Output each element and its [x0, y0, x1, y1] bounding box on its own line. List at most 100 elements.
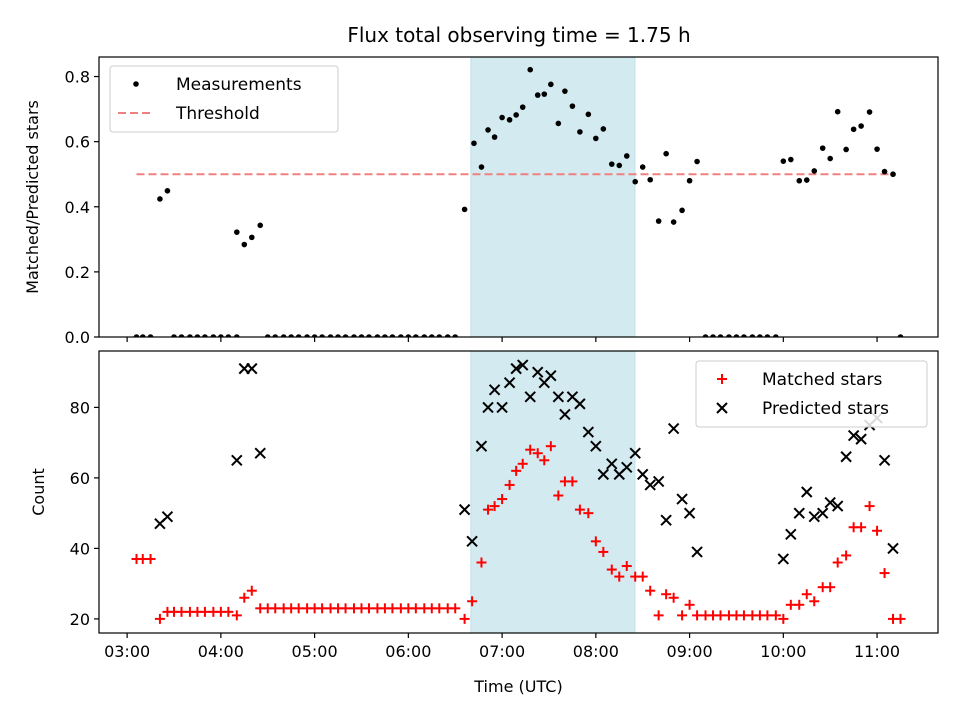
- highlight-band: [470, 350, 636, 634]
- x-tick-label: 10:00: [760, 642, 806, 661]
- legend: Measurements Threshold: [109, 65, 339, 133]
- data-point: [478, 164, 485, 170]
- predicted-point: [488, 384, 501, 396]
- data-point: [452, 334, 459, 337]
- data-point: [534, 92, 541, 98]
- data-point: [295, 334, 302, 337]
- data-point: [506, 117, 513, 123]
- x-tick-label: 11:00: [854, 642, 900, 661]
- predicted-point: [246, 362, 258, 375]
- data-point: [741, 334, 747, 337]
- data-point: [632, 178, 639, 185]
- data-point: [710, 334, 716, 337]
- matched-point: [231, 610, 242, 621]
- matched-point: [489, 501, 500, 512]
- predicted-point: [816, 507, 829, 519]
- data-point: [389, 334, 396, 337]
- predicted-point: [667, 422, 680, 435]
- matched-point: [434, 603, 445, 614]
- matched-point: [532, 448, 543, 459]
- data-point: [444, 334, 451, 337]
- matched-point: [511, 465, 522, 476]
- data-point: [811, 168, 818, 174]
- data-point: [827, 155, 833, 162]
- matched-point: [621, 561, 632, 572]
- markers: [131, 359, 906, 624]
- matched-point: [879, 568, 890, 579]
- data-point: [257, 222, 264, 229]
- data-point: [194, 334, 201, 337]
- predicted-point: [475, 440, 488, 452]
- data-point: [218, 334, 224, 337]
- matched-point: [539, 455, 550, 466]
- data-point: [210, 334, 217, 337]
- legend-box: [109, 65, 339, 133]
- y-tick-label: 0.2: [65, 263, 90, 282]
- data-point: [803, 177, 810, 183]
- data-point: [639, 164, 646, 170]
- matched-point: [145, 553, 156, 564]
- data-point: [413, 334, 419, 337]
- matched-point: [598, 546, 609, 557]
- matched-point: [715, 610, 726, 621]
- data-point: [421, 334, 428, 337]
- predicted-point: [652, 475, 665, 488]
- data-point: [623, 153, 630, 159]
- x-tick-label: 04:00: [198, 642, 244, 661]
- matched-point: [583, 508, 594, 519]
- matched-point: [154, 613, 165, 624]
- data-point: [562, 88, 568, 94]
- matched-point: [459, 613, 470, 624]
- matched-point: [567, 476, 578, 487]
- data-point: [461, 206, 468, 213]
- data-point: [366, 334, 372, 337]
- legend-label: Predicted stars: [762, 399, 889, 419]
- matched-point: [637, 571, 648, 582]
- data-point: [616, 162, 623, 169]
- matched-point: [450, 603, 461, 614]
- matched-point: [841, 550, 852, 561]
- y-tick-label: 0.4: [65, 198, 90, 217]
- data-point: [670, 219, 677, 225]
- markers: [133, 66, 904, 337]
- data-point: [890, 171, 896, 178]
- predicted-point: [582, 426, 595, 438]
- predicted-point: [785, 528, 797, 541]
- predicted-point: [254, 447, 266, 459]
- data-point: [280, 334, 287, 337]
- predicted-point: [510, 362, 522, 375]
- data-point: [319, 334, 325, 337]
- matched-point: [467, 596, 478, 607]
- data-point: [834, 108, 841, 115]
- matched-point: [864, 501, 875, 512]
- predicted-point: [231, 454, 243, 466]
- data-point: [428, 334, 435, 337]
- predicted-point: [552, 391, 565, 403]
- legend-box: [695, 360, 928, 428]
- matched-point: [606, 564, 617, 575]
- predicted-point: [840, 451, 852, 463]
- data-point: [702, 334, 709, 337]
- predicted-point: [878, 454, 891, 466]
- matched-point: [653, 610, 664, 621]
- predicted-point: [629, 447, 641, 459]
- data-point: [850, 126, 857, 133]
- predicted-point: [574, 398, 586, 410]
- predicted-point: [545, 369, 557, 382]
- predicted-point: [887, 542, 899, 555]
- data-point: [398, 334, 404, 337]
- data-point: [234, 334, 240, 337]
- matched-point: [517, 458, 528, 469]
- data-point: [548, 81, 554, 88]
- data-point: [796, 177, 803, 184]
- data-point: [694, 158, 700, 165]
- predicted-point: [644, 479, 656, 491]
- data-point: [555, 120, 562, 127]
- matched-point: [504, 479, 515, 490]
- data-point: [647, 176, 654, 183]
- x-tick-label: 05:00: [292, 642, 338, 661]
- matched-point: [778, 613, 789, 624]
- y-axis-label: Matched/Predicted stars: [23, 100, 42, 294]
- matched-point: [677, 610, 688, 621]
- predicted-point: [801, 486, 813, 498]
